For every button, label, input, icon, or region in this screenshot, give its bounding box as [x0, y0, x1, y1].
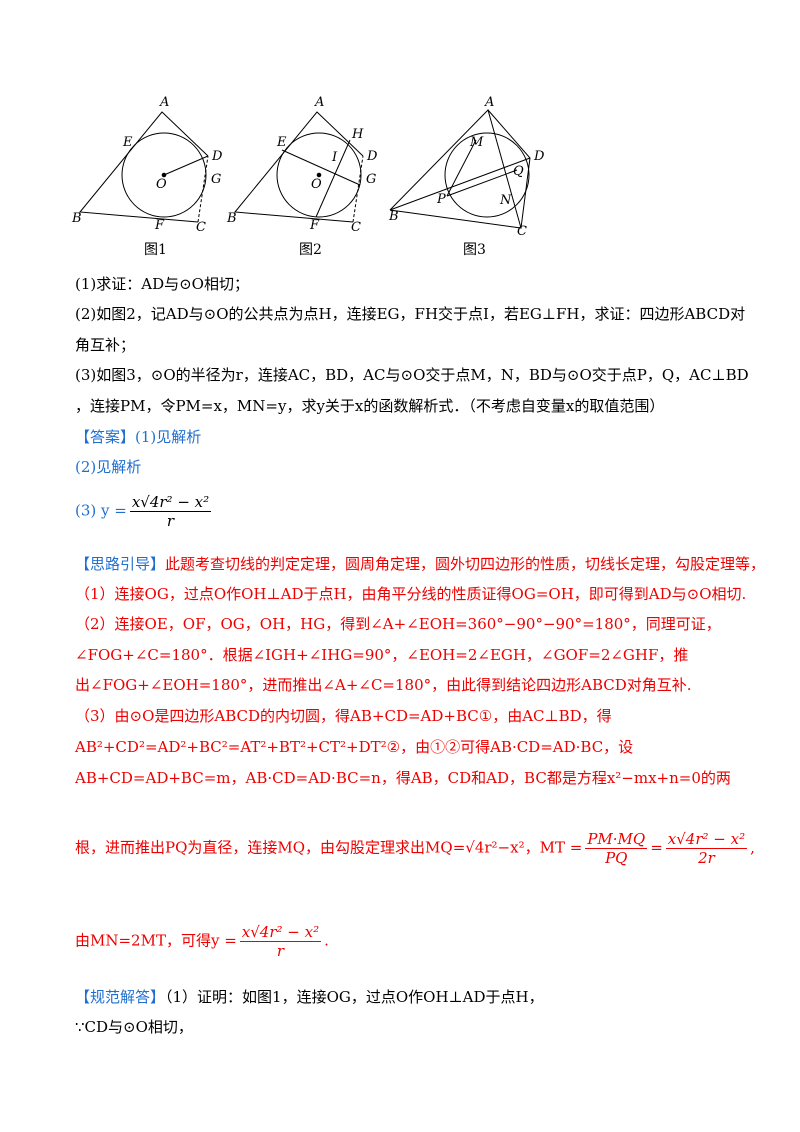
analysis-line: 【思路引导】此题考查切线的判定定理，圆周角定理，圆外切四边形的性质，切线长定理，…: [75, 553, 765, 574]
point-label: I: [331, 150, 338, 165]
figure-2: [234, 111, 364, 223]
point-label: P: [436, 192, 446, 207]
point-label: D: [211, 149, 223, 164]
numerator: PM·MQ: [585, 830, 648, 849]
point-label: E: [122, 135, 133, 150]
figure-1: [79, 111, 209, 223]
point-label: Q: [513, 164, 524, 179]
question-line: (3)如图3，⊙O的半径为r，连接AC，BD，AC与⊙O交于点M，N，BD与⊙O…: [75, 366, 749, 384]
analysis-text: （3）由⊙O是四边形ABCD的内切圆，得AB+CD=AD+BC①，由AC⊥BD，…: [75, 707, 612, 725]
denominator: 2r: [698, 849, 715, 867]
solution-text: （1）证明：如图1，连接OG，过点O作OH⊥AD于点H，: [165, 988, 544, 1006]
denominator: r: [166, 512, 175, 530]
point-label: O: [156, 177, 167, 192]
analysis-text: 根，进而推出PQ为直径，连接MQ，由勾股定理求出MQ=√4r²−x²，MT = P…: [75, 830, 755, 867]
point-label: F: [154, 218, 165, 233]
numerator: x√4r² − x²: [129, 493, 212, 512]
point-label: A: [484, 95, 494, 110]
point-label: D: [366, 149, 378, 164]
point-label: B: [71, 211, 82, 226]
punct: .: [324, 931, 329, 950]
point-label: C: [196, 220, 206, 235]
answer-part: (2)见解析: [75, 458, 142, 476]
point-label: N: [499, 193, 512, 208]
solution-line: 【规范解答】（1）证明：如图1，连接OG，过点O作OH⊥AD于点H，: [75, 986, 544, 1007]
analysis-text: 由MN=2MT，可得y =: [75, 931, 237, 950]
analysis-text: 由MN=2MT，可得y = x√4r² − x² r.: [75, 923, 329, 960]
punct: ,: [750, 838, 755, 857]
solution-text: ∵CD与⊙O相切，: [75, 1018, 193, 1036]
figure-caption: 图1: [144, 242, 167, 258]
point-label: C: [351, 220, 361, 235]
point-label: B: [226, 211, 237, 226]
fraction: x√4r² − x² r: [239, 923, 322, 960]
answer-tag: 【答案】: [75, 428, 136, 446]
analysis-text: AB²+CD²=AD²+BC²=AT²+BT²+CT²+DT²②，由①②可得AB…: [75, 738, 634, 756]
point-label: O: [311, 177, 322, 192]
figure-caption: 图3: [463, 242, 486, 258]
point-label: G: [366, 172, 376, 187]
fraction: x√4r² − x² r: [129, 493, 212, 530]
numerator: x√4r² − x²: [239, 923, 322, 942]
analysis-tag: 【思路引导】: [75, 555, 166, 573]
point-label: M: [469, 135, 484, 150]
denominator: r: [276, 942, 285, 960]
answer-line: 【答案】(1)见解析: [75, 426, 201, 447]
figure-3: [389, 109, 531, 229]
point-label: G: [211, 172, 221, 187]
fraction: x√4r² − x² 2r: [665, 830, 748, 867]
fraction: PM·MQ PQ: [585, 830, 648, 867]
analysis-text: AB+CD=AD+BC=m，AB·CD=AD·BC=n，得AB，CD和AD，BC…: [75, 769, 731, 787]
question-line: 角互补；: [75, 336, 136, 354]
point-label: A: [159, 95, 169, 110]
analysis-text: （2）连接OE，OF，OG，OH，HG，得到∠A+∠EOH=360°−90°−9…: [75, 615, 721, 633]
analysis-text: 此题考查切线的判定定理，圆周角定理，圆外切四边形的性质，切线长定理，勾股定理等，: [165, 555, 766, 573]
solution-tag: 【规范解答】: [75, 988, 166, 1006]
analysis-text: ∠FOG+∠C=180°．根据∠IGH+∠IHG=90°，∠EOH=2∠EGH，…: [75, 646, 689, 664]
numerator: x√4r² − x²: [665, 830, 748, 849]
figure-caption: 图2: [299, 242, 322, 258]
point-label: F: [309, 218, 320, 233]
point-label: C: [517, 224, 527, 239]
question-line: (2)如图2，记AD与⊙O的公共点为点H，连接EG，FH交于点I，若EG⊥FH，…: [75, 305, 746, 323]
answer-part: (1)见解析: [135, 428, 202, 446]
answer-part: (3) y =: [75, 501, 127, 520]
analysis-text: （1）连接OG，过点O作OH⊥AD于点H，由角平分线的性质证得OG=OH，即可得…: [75, 585, 747, 603]
question-line: (1)求证：AD与⊙O相切；: [75, 275, 249, 293]
equals: =: [650, 838, 663, 857]
point-label: E: [276, 135, 287, 150]
analysis-text: 根，进而推出PQ为直径，连接MQ，由勾股定理求出MQ=√4r²−x²，MT =: [75, 838, 583, 857]
point-label: H: [351, 127, 364, 142]
question-line: ，连接PM，令PM=x，MN=y，求y关于x的函数解析式．（不考虑自变量x的取值…: [75, 397, 665, 415]
point-label: D: [533, 149, 545, 164]
point-label: B: [388, 209, 399, 224]
denominator: PQ: [605, 849, 628, 867]
point-label: A: [314, 95, 324, 110]
analysis-text: 出∠FOG+∠EOH=180°，进而推出∠A+∠C=180°，由此得到结论四边形…: [75, 676, 692, 694]
answer-line: (3) y = x√4r² − x² r: [75, 493, 214, 530]
